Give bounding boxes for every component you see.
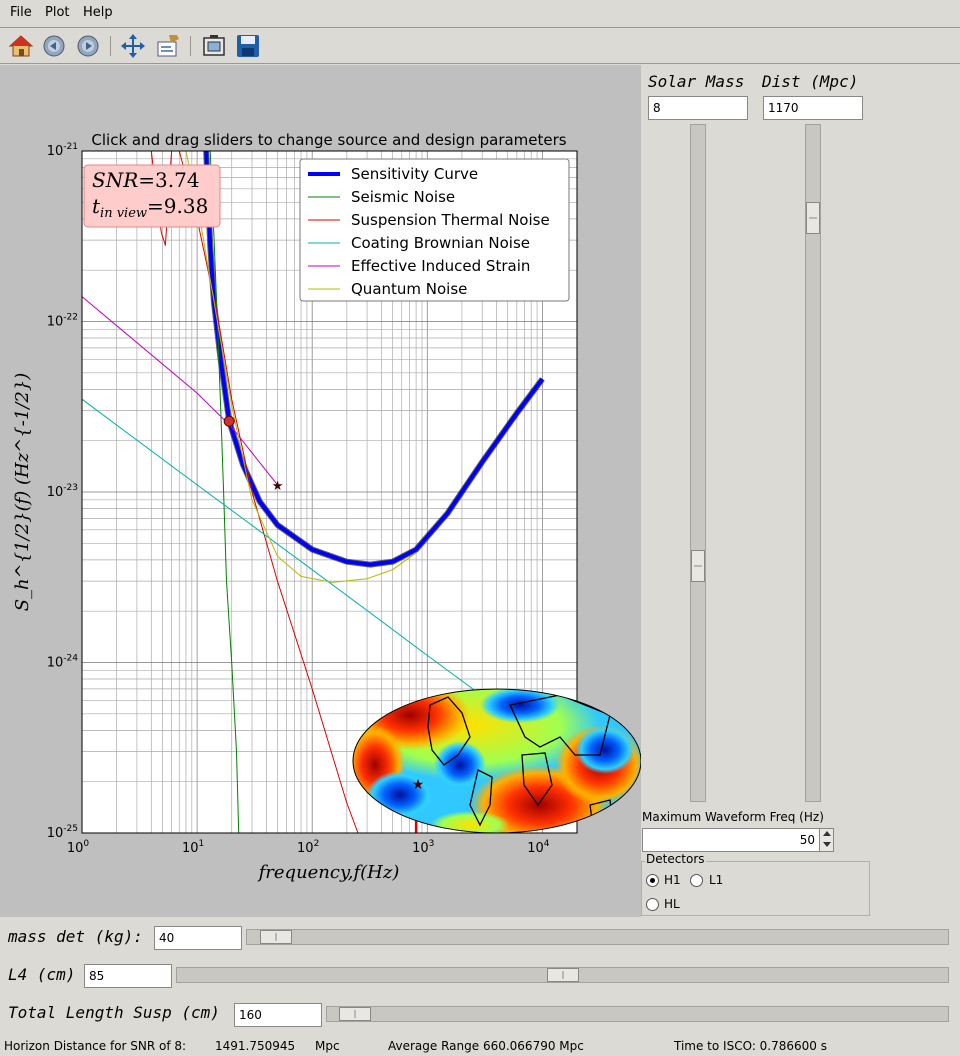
y-tick-label: 10-23 [47,483,78,500]
l4-slider[interactable] [176,967,949,983]
toolbar [0,28,960,64]
snr-value: =3.74 [138,168,199,192]
max-freq-label: Maximum Waveform Freq (Hz) [642,810,824,824]
tview-label: t [92,194,101,218]
snr-annotation: SNR=3.74 tin view=9.38 [83,164,221,228]
tview-value: =9.38 [147,194,208,218]
radio-h1[interactable] [646,874,659,887]
x-tick-label: 102 [297,839,319,856]
l4-slider-thumb[interactable] [546,968,579,982]
dist-input[interactable] [763,96,863,120]
circle-marker [223,415,235,427]
tview-sub: in view [100,206,147,221]
legend-label: Seismic Noise [351,188,455,206]
x-tick-label: 101 [182,839,204,856]
legend-label: Suspension Thermal Noise [351,211,550,229]
dist-slider[interactable] [805,124,821,802]
svg-text:SNR=3.74: SNR=3.74 [92,168,200,192]
detectors-group [641,861,870,916]
menu-bar: File Plot Help [0,0,960,28]
l4-input[interactable] [84,964,172,988]
legend-label: Sensitivity Curve [351,165,478,183]
mass-det-slider-thumb[interactable] [260,930,293,944]
y-tick-label: 10-22 [47,313,78,330]
time-to-isco: Time to ISCO: 0.786600 s [674,1039,827,1053]
horizon-label: Horizon Distance for SNR of 8: [4,1039,187,1053]
tick-labels: 100 101 102 103 104 10-25 10-24 10-23 10-22 10-21 [47,142,550,856]
dist-label: Dist (Mpc) [762,72,859,91]
pan-icon[interactable] [120,33,146,59]
mass-det-input[interactable] [154,926,242,950]
legend-label: Quantum Noise [351,280,467,298]
detectors-label: Detectors [645,852,706,866]
solar-mass-input[interactable] [648,96,748,120]
x-tick-label: 100 [67,839,90,856]
legend-label: Effective Induced Strain [351,257,530,275]
x-tick-label: 103 [412,839,434,856]
chart-title: Click and drag sliders to change source … [91,131,566,149]
series-suspension-thermal-noise [178,151,359,833]
max-freq-value: 50 [799,833,815,847]
legend: Sensitivity Curve Seismic Noise Suspension… [299,158,570,302]
solar-mass-label: Solar Mass [648,72,745,91]
legend-label: Coating Brownian Noise [351,234,530,252]
series-seismic-noise [209,151,240,833]
solar-mass-slider[interactable] [690,124,706,802]
sky-map-star-marker: ★ [412,777,425,793]
series-coating-brownian-noise [82,398,543,741]
zoom-icon[interactable] [201,33,227,59]
susp-input[interactable] [234,1003,322,1027]
subplots-icon[interactable] [155,33,181,59]
sensitivity-chart[interactable]: ★ 100 101 102 103 104 10-25 10-24 10-23 10-22 10-… [0,65,641,917]
x-tick-label: 104 [527,839,550,856]
radio-hl[interactable] [646,898,659,911]
radio-l1-label: L1 [709,873,724,887]
home-icon[interactable] [8,33,34,59]
menu-plot[interactable]: Plot [45,5,70,20]
star-marker: ★ [272,479,284,494]
susp-slider-thumb[interactable] [338,1007,371,1021]
save-icon[interactable] [235,33,261,59]
menu-file[interactable]: File [10,5,32,20]
x-axis-label: frequency,f(Hz) [257,862,400,883]
susp-label: Total Length Susp (cm) [8,1003,220,1022]
y-tick-label: 10-25 [47,824,78,841]
max-freq-spinbox[interactable]: 50 [642,828,834,852]
horizon-value: 1491.750945 [215,1039,296,1053]
svg-text:tin view=9.38: tin view=9.38 [92,194,208,221]
plot-panel: ★ 100 101 102 103 104 10-25 10-24 10-23 10-22 10-… [0,65,641,917]
spinbox-arrows[interactable] [819,829,833,851]
spin-up-icon[interactable] [823,831,831,836]
toolbar-separator [110,36,111,56]
markers-group: ★ [223,415,284,494]
series-quantum-noise [185,151,417,583]
menu-help[interactable]: Help [83,5,113,20]
dist-slider-thumb[interactable] [806,202,820,235]
series-effective-induced-strain [82,296,278,486]
susp-slider[interactable] [326,1006,949,1022]
back-icon[interactable] [41,33,67,59]
plot-frame [81,150,578,834]
average-range: Average Range 660.066790 Mpc [388,1039,584,1053]
y-axis-label-text: S_h^{1/2}(f) (Hz^{-1/2}) [12,373,33,612]
mass-det-label: mass det (kg): [8,927,143,946]
y-tick-label: 10-21 [47,142,78,159]
radio-hl-label: HL [664,897,680,911]
l4-label: L4 (cm) [8,965,76,984]
forward-icon[interactable] [75,33,101,59]
toolbar-separator [190,36,191,56]
series-group [82,151,545,833]
horizon-unit: Mpc [315,1039,340,1053]
y-axis-label: S_h^{1/2}(f) (Hz^{-1/2}) [12,373,33,612]
y-tick-label: 10-24 [47,654,79,671]
spin-down-icon[interactable] [823,842,831,847]
snr-label: SNR [92,168,138,192]
solar-mass-slider-thumb[interactable] [691,550,705,583]
radio-l1[interactable] [690,874,703,887]
mass-det-slider[interactable] [246,929,949,945]
radio-h1-label: H1 [664,873,681,887]
